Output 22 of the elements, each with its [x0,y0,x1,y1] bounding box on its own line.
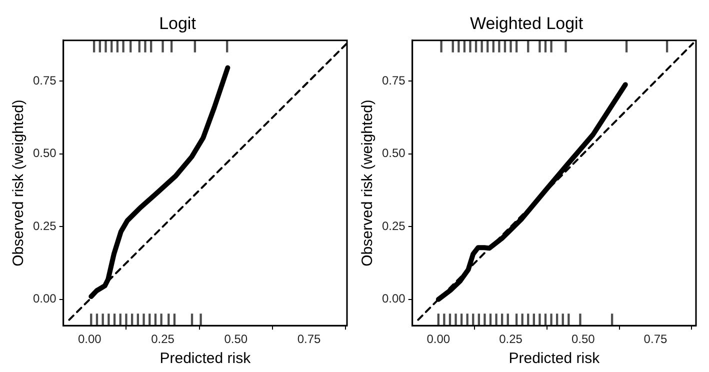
chart-title: Logit [159,14,196,33]
y-tick-label: 0.00 [382,292,406,306]
x-axis-title: Predicted risk [160,350,252,368]
x-tick-label: 0.00 [426,332,450,346]
x-tick-label: 0.00 [78,332,102,346]
x-tick-label: 0.75 [644,332,668,346]
y-tick-label: 0.75 [32,73,57,88]
x-tick-label: 0.25 [499,332,523,346]
x-tick-label: 0.50 [571,332,596,346]
x-tick-label: 0.50 [224,332,248,346]
x-tick-label: 0.75 [297,332,321,346]
y-tick-label: 0.00 [32,292,57,306]
chart-title: Weighted Logit [470,14,584,33]
y-tick-label: 0.25 [382,218,406,233]
y-axis-title: Observed risk (weighted) [359,100,376,266]
y-tick-label: 0.50 [32,146,57,160]
y-tick-label: 0.25 [32,218,57,233]
y-axis-title: Observed risk (weighted) [10,100,28,266]
x-axis-title: Predicted risk [508,350,600,368]
y-tick-label: 0.75 [382,73,406,88]
x-tick-label: 0.25 [151,332,175,346]
y-tick-label: 0.50 [382,146,406,160]
